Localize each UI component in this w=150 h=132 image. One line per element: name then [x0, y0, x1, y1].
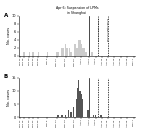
Bar	[66, 48, 68, 56]
Bar	[76, 48, 77, 56]
Bar	[57, 115, 59, 117]
Bar	[87, 110, 89, 117]
Text: A: A	[4, 13, 8, 18]
Y-axis label: No. cases: No. cases	[6, 27, 10, 44]
Text: Second incubation period: Second incubation period	[99, 18, 100, 41]
Bar	[74, 44, 76, 56]
Bar	[81, 94, 82, 117]
Bar	[77, 48, 78, 56]
Bar	[91, 52, 93, 56]
Bar	[65, 44, 66, 56]
Bar	[69, 48, 70, 56]
Bar	[70, 52, 72, 56]
Y-axis label: No. cases: No. cases	[6, 89, 10, 106]
Bar	[76, 99, 77, 117]
Bar	[23, 52, 25, 56]
Bar	[78, 40, 80, 56]
Bar	[65, 115, 66, 117]
Bar	[77, 88, 78, 117]
Bar	[70, 112, 72, 117]
Bar	[47, 52, 48, 56]
Bar	[83, 48, 85, 56]
Bar	[63, 48, 64, 56]
Bar	[82, 48, 83, 56]
Bar	[81, 44, 82, 56]
Bar	[68, 110, 69, 117]
Bar	[28, 52, 30, 56]
Bar	[73, 107, 74, 117]
Bar	[61, 115, 63, 117]
Bar	[78, 80, 80, 117]
Text: B: B	[4, 74, 8, 79]
Bar	[95, 115, 96, 117]
Bar	[38, 52, 39, 56]
Title: Apr 6: Suspension of LPMs
in Shanghai: Apr 6: Suspension of LPMs in Shanghai	[56, 6, 98, 15]
Bar	[82, 99, 83, 117]
Bar	[56, 52, 57, 56]
Bar	[32, 52, 34, 56]
Bar	[61, 48, 63, 56]
Bar	[80, 40, 81, 56]
Bar	[80, 91, 81, 117]
Bar	[86, 52, 87, 56]
Bar	[85, 52, 86, 56]
Text: Second incubation period: Second incubation period	[108, 18, 109, 41]
Bar	[57, 52, 59, 56]
Bar	[100, 115, 102, 117]
Bar	[93, 115, 94, 117]
